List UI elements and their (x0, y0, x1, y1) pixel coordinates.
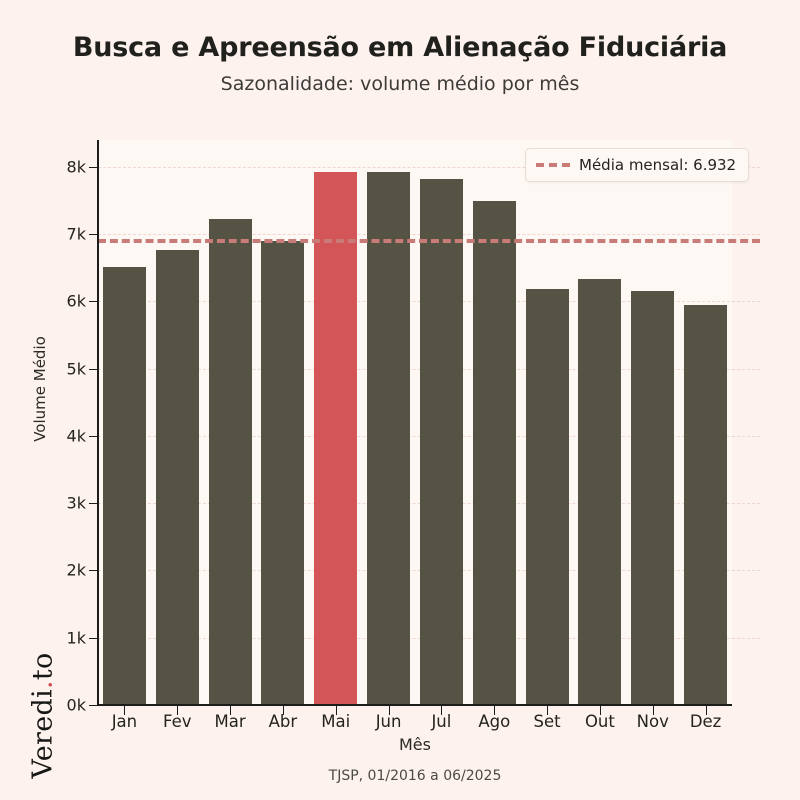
y-axis-tick-mark (89, 435, 98, 437)
bar-jul[interactable] (419, 179, 463, 705)
bar-dez[interactable] (684, 305, 728, 705)
x-axis-tick-mark (177, 706, 179, 715)
x-axis-tick-mark (388, 706, 390, 715)
bar-out[interactable] (578, 278, 622, 705)
y-axis-tick-mark (89, 301, 98, 303)
bar-nov[interactable] (631, 290, 675, 705)
y-axis-tick-mark (89, 570, 98, 572)
y-axis-tick-mark (89, 166, 98, 168)
x-axis-tick-mark (652, 706, 654, 715)
bar-fev[interactable] (155, 250, 199, 705)
bar-jan[interactable] (102, 267, 146, 705)
x-axis-tick-label-nov: Nov (636, 712, 669, 731)
x-axis-tick-mark (230, 706, 232, 715)
y-axis-line (97, 140, 99, 706)
y-axis-tick-label: 3k (66, 493, 86, 513)
x-axis-tick-mark (599, 706, 601, 715)
x-axis-line (97, 704, 732, 706)
y-axis-tick-label: 5k (66, 359, 86, 379)
bar-jun[interactable] (367, 171, 411, 705)
bar-set[interactable] (525, 288, 569, 705)
x-axis-tick-mark (124, 706, 126, 715)
x-axis-tick-label-jun: Jun (375, 712, 402, 731)
y-axis-tick-label: 4k (66, 426, 86, 446)
x-axis-tick-label-mar: Mar (214, 712, 246, 731)
y-axis-tick-label: 8k (66, 157, 86, 177)
y-axis-tick-label: 0k (66, 695, 86, 715)
x-axis-tick-mark (441, 706, 443, 715)
x-axis-tick-mark (705, 706, 707, 715)
y-axis-tick-label: 1k (66, 628, 86, 648)
x-axis-tick-label-jan: Jan (111, 712, 138, 731)
mean-reference-line (98, 238, 760, 243)
gridline (98, 166, 760, 168)
x-axis-tick-label-jul: Jul (431, 712, 452, 731)
veredi-watermark: Veredi.to (28, 636, 59, 796)
legend-label: Média mensal: 6.932 (579, 156, 737, 174)
x-axis-tick-label-out: Out (584, 712, 615, 731)
y-axis-tick-mark (89, 705, 98, 706)
page-title: Busca e Apreensão em Alienação Fiduciári… (72, 32, 728, 63)
x-axis-tick-label-ago: Ago (478, 712, 511, 731)
x-axis-tick-label-mai: Mai (321, 712, 351, 731)
y-axis-tick-label: 6k (66, 291, 86, 311)
x-axis-tick-label-dez: Dez (689, 712, 722, 731)
watermark-name: Veredi (27, 689, 59, 779)
bars-group (98, 140, 732, 705)
y-axis-title: Volume Médio (31, 336, 49, 442)
chart-header: Busca e Apreensão em Alienação Fiduciári… (0, 0, 800, 95)
mean-line-swatch-icon (536, 163, 570, 167)
x-axis-tick-label-set: Set (533, 712, 561, 731)
chart-subtitle: Sazonalidade: volume médio por mês (220, 73, 580, 95)
x-axis-tick-label-fev: Fev (162, 712, 192, 731)
legend[interactable]: Média mensal: 6.932 (525, 148, 750, 182)
y-axis-tick-label: 7k (66, 224, 86, 244)
bar-abr[interactable] (261, 240, 305, 705)
watermark-suffix: to (27, 652, 59, 681)
bar-mai[interactable] (314, 171, 358, 705)
chart-source-note: TJSP, 01/2016 a 06/2025 (328, 768, 502, 784)
watermark-dot: . (27, 680, 59, 689)
y-axis-tick-mark (89, 637, 98, 639)
x-axis-tick-mark (282, 706, 284, 715)
bar-ago[interactable] (472, 200, 516, 705)
x-axis-tick-label-abr: Abr (268, 712, 298, 731)
x-axis-tick-mark (547, 706, 549, 715)
y-axis-tick-label: 2k (66, 560, 86, 580)
x-axis-tick-mark (335, 706, 337, 715)
y-axis-tick-mark (89, 368, 98, 370)
bar-mar[interactable] (208, 219, 252, 705)
x-axis-title: Mês (399, 735, 431, 754)
x-axis-tick-mark (494, 706, 496, 715)
y-axis-tick-mark (89, 234, 98, 236)
y-axis-tick-mark (89, 503, 98, 505)
